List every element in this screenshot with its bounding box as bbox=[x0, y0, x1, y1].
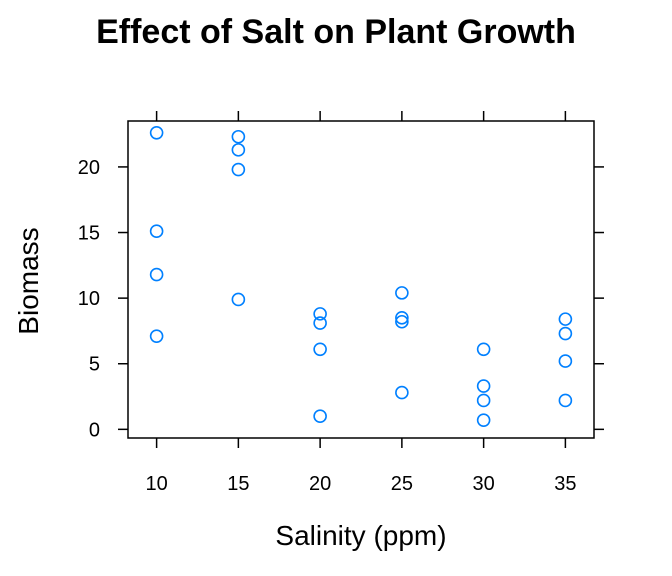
y-axis-label: Biomass bbox=[13, 227, 44, 334]
data-point-1 bbox=[149, 224, 164, 239]
data-point-11 bbox=[313, 409, 327, 424]
data-point-9 bbox=[313, 316, 327, 330]
data-points bbox=[149, 126, 573, 427]
plot-frame bbox=[127, 120, 595, 439]
data-point-13 bbox=[395, 311, 409, 325]
data-point-10 bbox=[313, 342, 327, 357]
data-point-14 bbox=[395, 314, 409, 329]
x-tick-label-35: 35 bbox=[554, 473, 576, 495]
data-point-17 bbox=[476, 379, 491, 393]
data-point-6 bbox=[231, 162, 246, 177]
data-point-12 bbox=[395, 286, 409, 300]
data-point-8 bbox=[313, 307, 327, 321]
data-point-5 bbox=[231, 143, 246, 157]
y-tick-label-5: 5 bbox=[89, 354, 100, 376]
x-tick-label-15: 15 bbox=[227, 473, 249, 495]
data-point-16 bbox=[476, 342, 491, 357]
y-tick-label-10: 10 bbox=[78, 288, 100, 310]
x-tick-label-20: 20 bbox=[309, 473, 331, 495]
data-point-19 bbox=[476, 413, 491, 427]
data-point-23 bbox=[558, 393, 573, 408]
data-point-21 bbox=[558, 326, 573, 341]
data-point-20 bbox=[558, 312, 573, 326]
data-point-15 bbox=[395, 385, 409, 400]
chart-title: Effect of Salt on Plant Growth bbox=[96, 13, 576, 51]
y-tick-label-0: 0 bbox=[89, 419, 100, 441]
x-tick-label-30: 30 bbox=[473, 473, 495, 495]
data-point-2 bbox=[149, 267, 164, 282]
data-point-22 bbox=[558, 354, 573, 368]
data-point-3 bbox=[149, 329, 164, 343]
data-point-7 bbox=[231, 292, 246, 307]
y-tick-label-15: 15 bbox=[78, 223, 100, 245]
x-axis-label: Salinity (ppm) bbox=[275, 520, 446, 551]
y-tick-label-20: 20 bbox=[78, 157, 100, 179]
data-point-18 bbox=[476, 393, 491, 408]
x-tick-label-10: 10 bbox=[145, 473, 167, 495]
data-point-0 bbox=[149, 126, 164, 140]
x-tick-label-25: 25 bbox=[391, 473, 413, 495]
axis-ticks: 10 15 20 25 30 35 0 5 10 15 20 bbox=[78, 111, 604, 495]
data-point-4 bbox=[231, 129, 246, 144]
